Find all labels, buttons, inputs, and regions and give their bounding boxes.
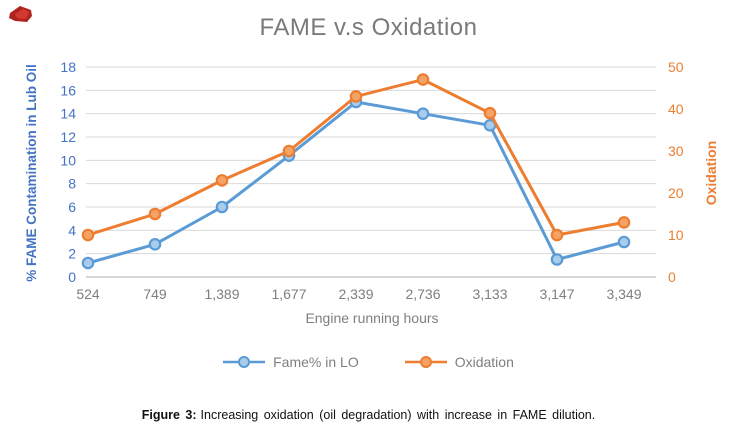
x-tick-label: 2,736 [405,286,440,302]
right-y-tick-label: 30 [668,143,684,159]
data-point-marker [349,90,363,103]
legend-marker-fame-icon [223,356,266,368]
data-point-marker [416,73,430,86]
left-y-tick-label: 4 [68,222,76,238]
left-y-tick-label: 0 [68,269,76,285]
red-corner-mark-icon [9,6,32,22]
left-y-tick-label: 12 [60,129,76,145]
left-y-tick-label: 2 [68,246,76,262]
legend: Fame% in LO Oxidation [0,354,737,370]
x-tick-label: 749 [143,286,167,302]
data-point-marker [282,144,296,158]
data-point-marker [148,207,162,221]
x-tick-label: 1,677 [271,286,306,302]
left-y-tick-label: 8 [68,176,76,192]
caption-text: Increasing oxidation (oil degradation) w… [200,408,596,422]
left-y-tick-label: 16 [60,82,76,98]
legend-item-oxidation: Oxidation [404,354,514,370]
x-tick-label: 2,339 [338,286,373,302]
x-tick-label: 3,147 [539,286,574,302]
data-point-marker [81,228,95,242]
data-point-marker [550,228,564,242]
legend-label-fame: Fame% in LO [273,354,359,370]
series-line-fame [86,100,626,265]
left-y-tick-label: 18 [60,59,76,75]
data-point-marker [148,238,162,251]
data-point-marker [483,106,497,120]
caption-figure-number: Figure 3: [141,408,197,422]
x-tick-label: 3,133 [472,286,507,302]
x-axis-title: Engine running hours [305,310,439,326]
data-point-marker [81,256,95,270]
left-y-tick-label: 14 [60,106,76,122]
right-y-tick-label: 0 [668,269,676,285]
legend-item-fame: Fame% in LO [223,354,359,370]
right-y-tick-label: 50 [668,59,684,75]
x-tick-label: 1,389 [204,286,239,302]
figure-caption: Figure 3: Increasing oxidation (oil degra… [0,408,737,422]
x-tick-label: 3,349 [606,286,641,302]
data-point-marker [215,200,229,214]
data-point-marker [617,216,631,229]
x-tick-label: 524 [76,286,100,302]
legend-label-oxidation: Oxidation [454,354,514,370]
left-y-tick-label: 10 [60,152,76,168]
data-point-marker [550,253,564,266]
right-y-tick-label: 10 [668,227,684,243]
chart-title: FAME v.s Oxidation [259,14,478,41]
legend-marker-oxidation-icon [404,356,447,368]
data-point-marker [215,174,229,187]
right-y-tick-label: 40 [668,101,684,117]
data-point-marker [617,235,631,249]
data-point-marker [416,107,430,120]
right-y-tick-label: 20 [668,185,684,201]
left-y-tick-label: 6 [68,199,76,215]
